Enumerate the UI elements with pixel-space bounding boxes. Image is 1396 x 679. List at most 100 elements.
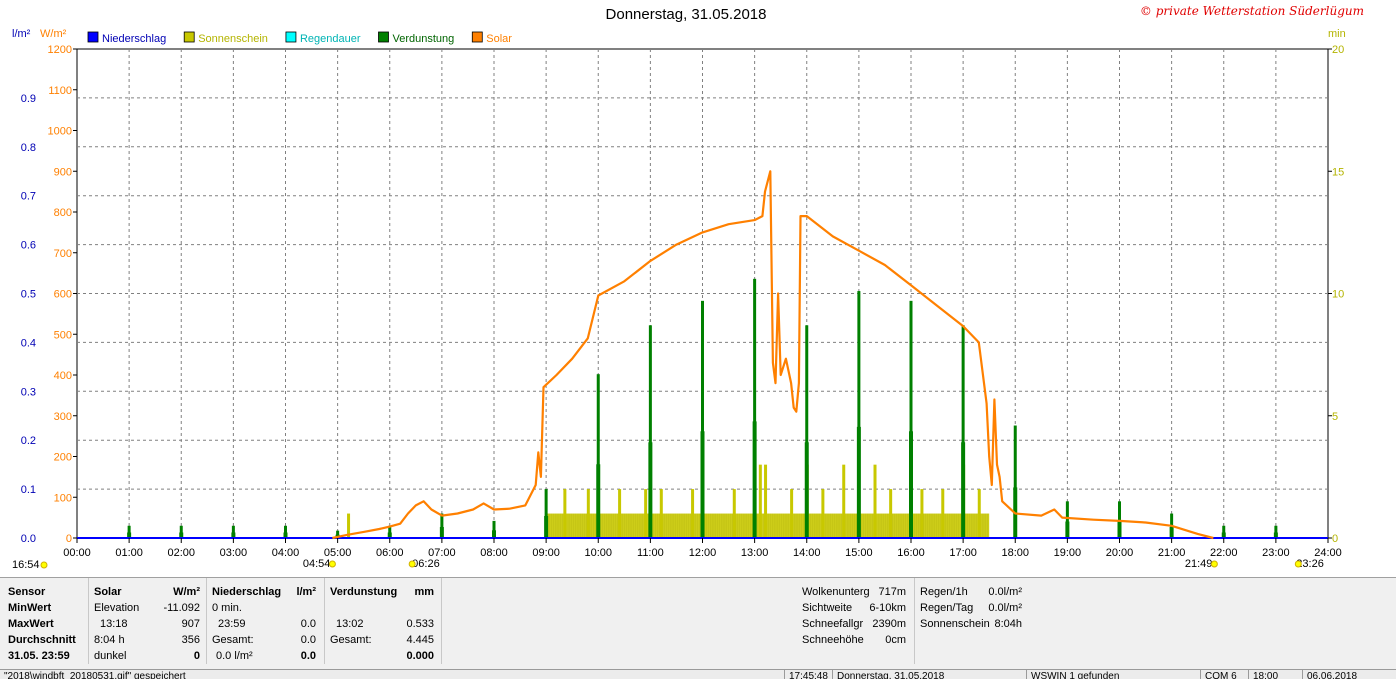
verdunstung-bar-base: [231, 532, 236, 538]
precip-row2-label: 23:59: [218, 618, 246, 630]
solar-tick-label: 500: [54, 329, 72, 341]
verdunstung-bar: [492, 520, 496, 538]
rain-value: 8:04h: [994, 618, 1022, 630]
sensor-header: Sensor: [8, 586, 46, 598]
cond-label: Sichtweite: [802, 602, 853, 614]
sensor-column: Sensor MinWert MaxWert Durchschnitt 31.0…: [8, 584, 76, 664]
status-time: 17:45:48: [784, 670, 833, 679]
solar-row2-label: 13:18: [100, 618, 128, 630]
verdunstung-bar-base: [1221, 532, 1226, 538]
sonnenschein-spike: [842, 464, 846, 538]
x-tick-label: 16:00: [897, 547, 925, 559]
minutes-axis-label: min: [1328, 28, 1346, 40]
verdunstung-bar-base: [700, 431, 705, 538]
precip-row1-label: 0 min.: [212, 602, 242, 614]
status-file: "2018\windbft_20180531.gif" gespeichert: [4, 671, 186, 679]
legend-label: Niederschlag: [102, 33, 166, 45]
legend-swatch: [87, 31, 99, 43]
verdunstung-bar-base: [752, 421, 757, 538]
row-label-min: MinWert: [8, 602, 52, 614]
axes: 0.00.10.20.30.40.50.60.70.80.90100200300…: [12, 28, 1346, 571]
cond-value: 717m: [878, 586, 906, 598]
verdunstung-bar-base: [544, 515, 549, 538]
sonnenschein-spike: [758, 464, 762, 538]
status-bar: "2018\windbft_20180531.gif" gespeichert …: [0, 669, 1396, 679]
evap-header: Verdunstung: [330, 586, 398, 598]
x-tick-label: 17:00: [949, 547, 977, 559]
solar-row3-label: 8:04 h: [94, 634, 125, 646]
x-tick-label: 01:00: [115, 547, 143, 559]
solar-tick-label: 900: [54, 166, 72, 178]
sun-marker-icon: [328, 560, 336, 568]
legend-label: Solar: [486, 33, 512, 45]
rain-label: Regen/Tag: [920, 602, 974, 614]
legend-label: Regendauer: [300, 33, 361, 45]
weather-chart: 0.00.10.20.30.40.50.60.70.80.90100200300…: [12, 28, 1346, 571]
legend-swatch: [471, 31, 483, 43]
x-tick-label: 08:00: [480, 547, 508, 559]
legend-swatch: [285, 31, 297, 43]
solar-tick-label: 1100: [48, 85, 72, 97]
sonnenschein-spike: [618, 489, 622, 538]
verdunstung-bar: [909, 300, 913, 538]
verdunstung-bar: [388, 525, 392, 538]
niederschlag-column: Niederschlag l/m² 0 min. 23:59 0.0 Gesamt:…: [212, 584, 320, 664]
rain-label: Regen/1h: [920, 586, 968, 598]
precip-tick-label: 0.8: [21, 142, 36, 154]
verdunstung-bar: [1013, 425, 1017, 538]
x-tick-label: 22:00: [1210, 547, 1238, 559]
verdunstung-bar-base: [1169, 526, 1174, 538]
rain-column: Regen/1h 0.0l/m² Regen/Tag 0.0l/m² Sonnens…: [920, 584, 1024, 632]
solar-tick-label: 800: [54, 207, 72, 219]
sonnenschein-spike: [889, 489, 893, 538]
solar-row4-label: dunkel: [94, 650, 127, 662]
solar-unit: W/m²: [173, 586, 200, 598]
precip-tick-label: 0.6: [21, 240, 36, 252]
x-tick-label: 05:00: [324, 547, 352, 559]
verdunstung-bar-base: [596, 464, 601, 538]
cond-label: Schneehöhe: [802, 634, 864, 646]
solar-tick-label: 0: [66, 533, 72, 545]
evap-row2-label: 13:02: [336, 618, 364, 630]
precip-tick-label: 0.1: [21, 484, 36, 496]
precip-tick-label: 0.3: [21, 386, 36, 398]
sonnenschein-spike: [821, 489, 825, 538]
verdunstung-bar: [1222, 525, 1226, 538]
x-tick-label: 21:00: [1158, 547, 1186, 559]
minutes-tick-label: 10: [1332, 289, 1344, 301]
sonnenschein-spike: [586, 489, 590, 538]
verdunstung-bar-base: [127, 532, 132, 538]
row-label-max: MaxWert: [8, 618, 54, 630]
verdunstung-bar: [1118, 501, 1121, 538]
solar-tick-label: 300: [54, 411, 72, 423]
verdunstung-bar-base: [1117, 521, 1122, 538]
legend-label: Verdunstung: [393, 33, 455, 45]
cond-value: 6-10km: [869, 602, 906, 614]
evap-unit: mm: [414, 586, 434, 598]
precip-tick-label: 0.4: [21, 337, 36, 349]
sun-marker-label: 23:26: [1296, 558, 1324, 570]
sonnenschein-spike: [347, 513, 351, 538]
precip-row2-value: 0.0: [300, 618, 316, 630]
solar-row1-label: Elevation: [94, 602, 140, 614]
x-tick-label: 19:00: [1054, 547, 1082, 559]
solar-row2-value: 907: [181, 618, 200, 630]
verdunstung-bar: [648, 325, 652, 538]
divider: [206, 578, 207, 664]
sun-marker-label: 16:54: [12, 559, 40, 571]
sonnenschein-spike: [920, 489, 924, 538]
x-tick-label: 20:00: [1106, 547, 1134, 559]
solar-row1-value: -11.092: [163, 602, 201, 614]
sonnenschein-spike: [691, 489, 695, 538]
info-panel: Sensor MinWert MaxWert Durchschnitt 31.0…: [0, 577, 1396, 670]
x-tick-label: 09:00: [532, 547, 560, 559]
solar-header: Solar: [94, 586, 122, 598]
minutes-tick-label: 15: [1332, 166, 1344, 178]
row-label-date: 31.05. 23:59: [8, 650, 70, 662]
sun-marker-icon: [1210, 560, 1218, 568]
status-today: 06.06.2018: [1302, 670, 1396, 679]
solar-tick-label: 1200: [48, 44, 72, 56]
conditions-column: Wolkenunterg 717m Sichtweite 6-10km Schnee…: [802, 584, 910, 648]
chart-title: Donnerstag, 31.05.2018: [605, 6, 767, 23]
verdunstung-bar: [179, 525, 183, 538]
